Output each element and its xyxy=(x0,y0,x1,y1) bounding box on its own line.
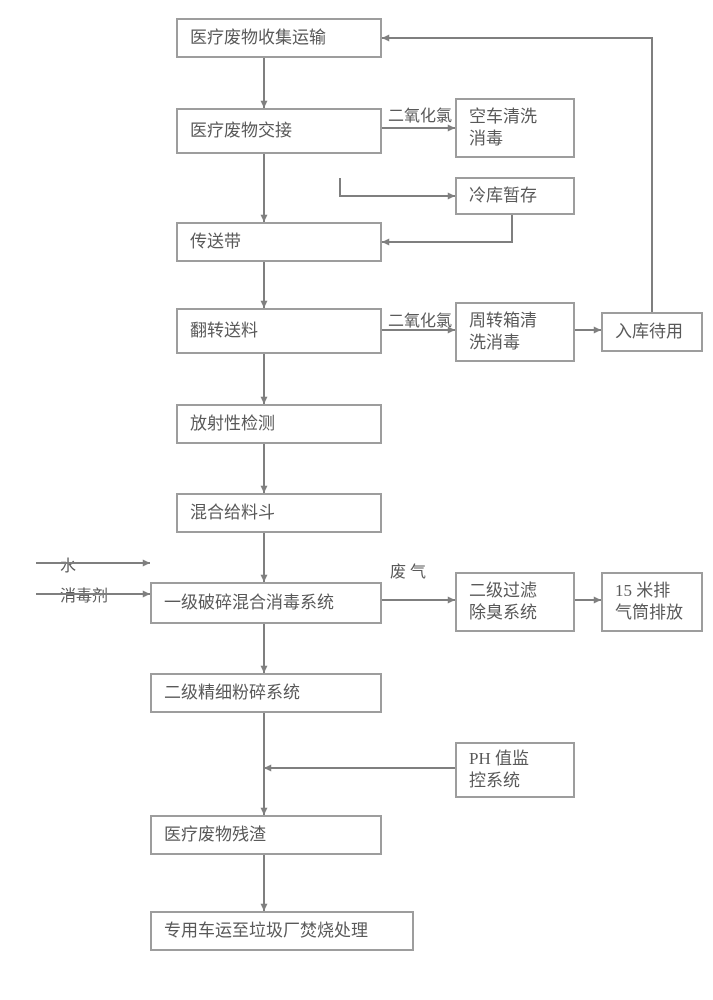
flowchart-node-n16: 医疗废物残渣 xyxy=(150,815,382,855)
node-label: 入库待用 xyxy=(615,321,683,343)
node-label: 15 米排 气筒排放 xyxy=(615,580,683,624)
node-label: 放射性检测 xyxy=(190,413,275,435)
flowchart-node-n3: 空车清洗 消毒 xyxy=(455,98,575,158)
flowchart-node-n2: 医疗废物交接 xyxy=(176,108,382,154)
flowchart-node-n8: 入库待用 xyxy=(601,312,703,352)
node-label: 二级过滤 除臭系统 xyxy=(469,580,537,624)
node-label: 一级破碎混合消毒系统 xyxy=(164,592,334,614)
flowchart-node-n10: 混合给料斗 xyxy=(176,493,382,533)
edge-label-text: 废 气 xyxy=(390,564,426,581)
flowchart-node-n7: 周转箱清 洗消毒 xyxy=(455,302,575,362)
node-label: 医疗废物收集运输 xyxy=(190,27,326,49)
node-label: 传送带 xyxy=(190,231,241,253)
node-label: 空车清洗 消毒 xyxy=(469,106,537,150)
flowchart-node-n15: PH 值监 控系统 xyxy=(455,742,575,798)
edge-label-text: 消毒剂 xyxy=(60,588,108,605)
flowchart-node-n17: 专用车运至垃圾厂焚烧处理 xyxy=(150,911,414,951)
node-label: 医疗废物残渣 xyxy=(164,824,266,846)
edge-label-l3: 水 xyxy=(60,552,76,576)
flowchart-node-n13: 15 米排 气筒排放 xyxy=(601,572,703,632)
node-label: 医疗废物交接 xyxy=(190,120,292,142)
flowchart-node-n6: 翻转送料 xyxy=(176,308,382,354)
edge-label-l2: 二氧化氯 xyxy=(388,307,452,331)
flowchart-node-n5: 传送带 xyxy=(176,222,382,262)
edge-label-l5: 废 气 xyxy=(390,558,426,582)
edge-label-l4: 消毒剂 xyxy=(60,582,108,606)
edge-label-text: 水 xyxy=(60,558,76,575)
node-label: 混合给料斗 xyxy=(190,502,275,524)
node-label: 冷库暂存 xyxy=(469,185,537,207)
flowchart-node-n14: 二级精细粉碎系统 xyxy=(150,673,382,713)
flowchart-node-n1: 医疗废物收集运输 xyxy=(176,18,382,58)
flowchart-node-n12: 二级过滤 除臭系统 xyxy=(455,572,575,632)
edge-label-l1: 二氧化氯 xyxy=(388,102,452,126)
flowchart-node-n4: 冷库暂存 xyxy=(455,177,575,215)
node-label: 翻转送料 xyxy=(190,320,258,342)
flowchart-node-n9: 放射性检测 xyxy=(176,404,382,444)
flowchart-node-n11: 一级破碎混合消毒系统 xyxy=(150,582,382,624)
node-label: 专用车运至垃圾厂焚烧处理 xyxy=(164,920,368,942)
edge-label-text: 二氧化氯 xyxy=(388,313,452,330)
node-label: 二级精细粉碎系统 xyxy=(164,682,300,704)
node-label: 周转箱清 洗消毒 xyxy=(469,310,537,354)
node-label: PH 值监 控系统 xyxy=(469,748,529,792)
edge-label-text: 二氧化氯 xyxy=(388,108,452,125)
